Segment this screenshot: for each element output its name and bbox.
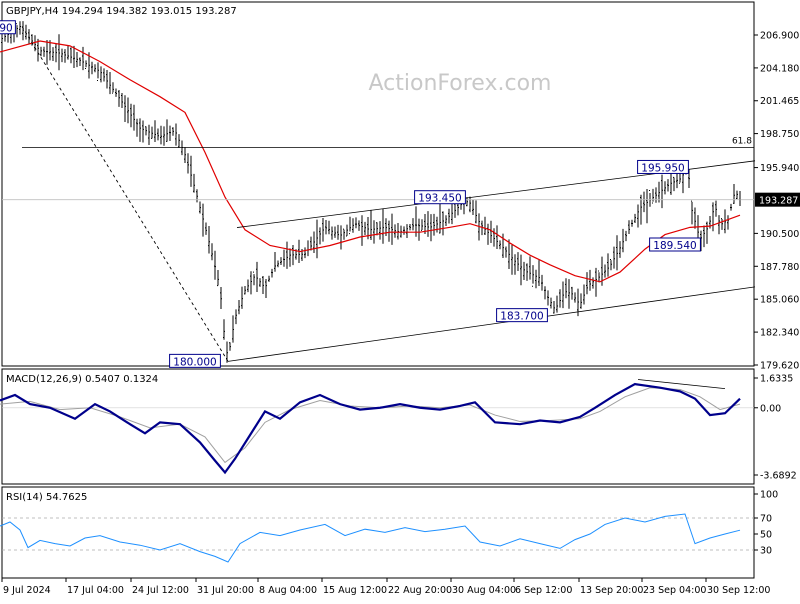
price-label-box (637, 159, 689, 174)
price-label-text: 193.450 (418, 193, 461, 205)
price-axis-tick: 187.780 (760, 262, 799, 273)
rsi-pane (1, 486, 755, 579)
macd-title: MACD(12,26,9) 0.5407 0.1324 (6, 374, 158, 385)
macd-signal-line (0, 387, 741, 464)
price-axis-tick: 190.500 (760, 229, 799, 240)
macd-axis-tick: 0.00 (760, 403, 781, 414)
macd-layer (0, 379, 754, 475)
rsi-title: RSI(14) 54.7625 (6, 492, 87, 503)
macd-axis-tick: 1.6335 (760, 374, 793, 385)
symbol-info: GBPJPY,H4 194.294 194.382 193.015 193.28… (6, 6, 237, 17)
current-price-tag (755, 192, 800, 207)
lower-channel-line (227, 286, 756, 362)
time-axis-tick: 22 Aug 20:00 (388, 585, 452, 596)
rsi-axis-tick: 100 (760, 490, 778, 501)
macd-axis-tick: -3.6892 (760, 471, 797, 482)
price-label-text: 180.000 (173, 356, 216, 368)
macd-line (0, 382, 741, 475)
rsi-axis-tick: 30 (760, 546, 772, 557)
price-axis-tick: 195.940 (760, 163, 799, 174)
price-axis-tick: 179.620 (760, 361, 799, 372)
price-axis-tick: 182.340 (760, 328, 799, 339)
time-axis-tick: 31 Jul 20:00 (197, 585, 254, 596)
price-label-box (496, 308, 548, 323)
price-axis-tick: 198.750 (760, 129, 799, 140)
time-axis-tick: 9 Jul 2024 (3, 585, 51, 596)
watermark: ActionForex.com (369, 71, 552, 96)
rsi-axis-tick: 50 (760, 530, 772, 541)
axis-layer: 206.900 204.180 201.465 198.750 195.940 193.2… (1, 31, 800, 596)
price-axis-tick: 185.060 (760, 295, 799, 306)
rsi-axis-tick: 70 (760, 514, 772, 525)
time-axis-tick: 6 Sep 12:00 (515, 585, 572, 596)
price-label-box (0, 20, 16, 35)
time-axis-tick: 13 Sep 20:00 (580, 585, 643, 596)
main-pane (1, 1, 755, 367)
price-label-box (649, 237, 701, 252)
macd-trendline (637, 379, 726, 390)
price-axis-tick: 204.180 (760, 63, 799, 74)
price-axis-tick: 193.287 (759, 196, 798, 207)
macd-pane (1, 368, 755, 485)
time-axis-tick: 17 Jul 04:00 (67, 585, 124, 596)
fib-level-label: 61.8 (732, 137, 752, 147)
time-axis-tick: 23 Sep 04:00 (643, 585, 706, 596)
time-axis-tick: 15 Aug 12:00 (323, 585, 387, 596)
price-label-text: 90 (0, 23, 13, 35)
time-axis-tick: 24 Jul 12:00 (132, 585, 189, 596)
price-label-text: 183.700 (500, 311, 543, 323)
moving-average-line (0, 40, 741, 283)
price-axis-tick: 206.900 (760, 31, 799, 42)
time-axis-tick: 30 Sep 12:00 (707, 585, 770, 596)
rsi-line (0, 513, 741, 563)
price-label-text: 189.540 (653, 240, 696, 252)
price-label-box (414, 190, 466, 205)
time-axis-tick: 8 Aug 04:00 (259, 585, 317, 596)
price-axis-tick: 201.465 (760, 96, 799, 107)
main-chart-layer: 61.8 180.000 193.450 183.700 195.950 189.540 9… (0, 20, 756, 368)
price-label-text: 195.950 (641, 162, 684, 174)
price-label-box (169, 353, 221, 368)
rsi-layer (0, 513, 754, 563)
time-axis-tick: 30 Aug 04:00 (452, 585, 516, 596)
